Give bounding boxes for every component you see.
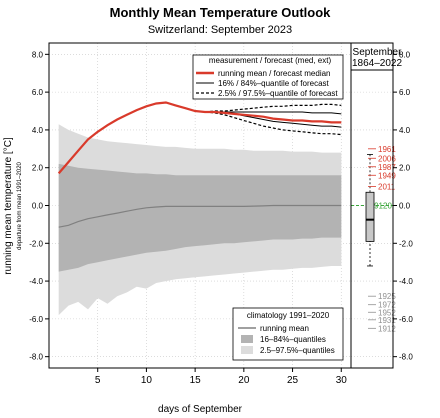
forecast-q975-line: [204, 103, 342, 113]
legend-q025-label: 2.5% / 97.5%–quantile of forecast: [218, 89, 338, 98]
legend-bottom: climatology 1991–2020 running mean 16–84…: [232, 307, 344, 361]
right-tick-label: -6.0: [399, 315, 413, 324]
forecast-median-line: [57, 101, 342, 175]
chart-title: Monthly Mean Temperature Outlook: [110, 5, 332, 20]
side-title-month: September: [353, 47, 403, 58]
legend-clim-mean-label: running mean: [260, 324, 309, 333]
x-axis-ticks: 5 10 15 20 25 30: [95, 368, 347, 386]
right-tick-label: 2.0: [399, 164, 411, 173]
x-tick-label: 5: [95, 375, 101, 386]
right-tick-label: -2.0: [399, 239, 413, 248]
side-median-value: 9120: [374, 202, 392, 211]
cold-year-label: 1912: [378, 324, 396, 333]
y-tick-label: -4.0: [29, 277, 43, 286]
legend-q16-label: 16% / 84%–quantile of forecast: [218, 79, 330, 88]
right-tick-label: 6.0: [399, 88, 411, 97]
climatology-bands: [58, 124, 342, 316]
legend-top-box: [192, 54, 344, 100]
series-lines: [57, 101, 342, 228]
cold-year-label: 1925: [378, 292, 396, 301]
legend-clim-q16-label: 16–84%–quantiles: [260, 335, 326, 344]
y-axis-label: running mean temperature [°C]: [3, 137, 14, 275]
side-title-years: 1864–2022: [352, 58, 402, 69]
chart-subtitle: Switzerland: September 2023: [148, 24, 292, 36]
side-box: [365, 191, 375, 242]
y-tick-label: 8.0: [32, 50, 44, 59]
cold-year-label: 1972: [378, 301, 396, 310]
y-axis-sublabel: departure from mean 1991–2020: [17, 161, 23, 249]
right-tick-label: 8.0: [399, 50, 411, 59]
legend-clim-q025-label: 2.5–97.5%–quantiles: [260, 346, 335, 355]
warm-year-label: 2006: [378, 154, 396, 163]
legend-top-title: measurement / forecast (med, ext): [209, 56, 332, 65]
y-tick-label: 6.0: [32, 88, 44, 97]
y-tick-label: -8.0: [29, 353, 43, 362]
legend-top: measurement / forecast (med, ext) runnin…: [192, 54, 344, 100]
clim-running-mean-line: [58, 204, 342, 228]
x-tick-label: 15: [190, 375, 202, 386]
warm-year-label: 1987: [378, 163, 396, 172]
y-tick-label: -2.0: [29, 239, 43, 248]
x-axis-label: days of September: [158, 404, 243, 415]
y-tick-label: -6.0: [29, 315, 43, 324]
right-tick-label: -8.0: [399, 353, 413, 362]
x-tick-label: 10: [141, 375, 153, 386]
right-tick-label: 0.0: [399, 202, 411, 211]
warm-year-label: 2011: [378, 183, 396, 192]
legend-median-label: running mean / forecast median: [218, 69, 331, 78]
legend-clim-q16-swatch: [241, 335, 253, 343]
y-tick-label: 4.0: [32, 126, 44, 135]
x-tick-label: 30: [336, 375, 348, 386]
cold-year-label: 1931: [378, 316, 396, 325]
x-tick-label: 25: [287, 375, 299, 386]
x-tick-label: 20: [238, 375, 250, 386]
right-tick-label: -4.0: [399, 277, 413, 286]
forecast-q84-line: [214, 111, 342, 115]
cold-year-label: 1952: [378, 308, 396, 317]
right-tick-label: 4.0: [399, 126, 411, 135]
right-axis-ticks: -8.0 -6.0 -4.0 -2.0 0.0 2.0 4.0 6.0 8.0: [393, 50, 413, 362]
legend-bottom-title: climatology 1991–2020: [247, 311, 330, 320]
y-tick-label: 2.0: [32, 164, 44, 173]
warm-year-label: 1961: [378, 145, 396, 154]
legend-clim-q025-swatch: [241, 346, 253, 354]
y-tick-label: 0.0: [32, 202, 44, 211]
y-axis-ticks: -8.0 -6.0 -4.0 -2.0 0.0 2.0 4.0 6.0 8.0: [29, 50, 49, 362]
clim-band-16-84: [58, 163, 342, 272]
warm-year-label: 1949: [378, 171, 396, 180]
forecast-q025-line: [204, 111, 342, 136]
